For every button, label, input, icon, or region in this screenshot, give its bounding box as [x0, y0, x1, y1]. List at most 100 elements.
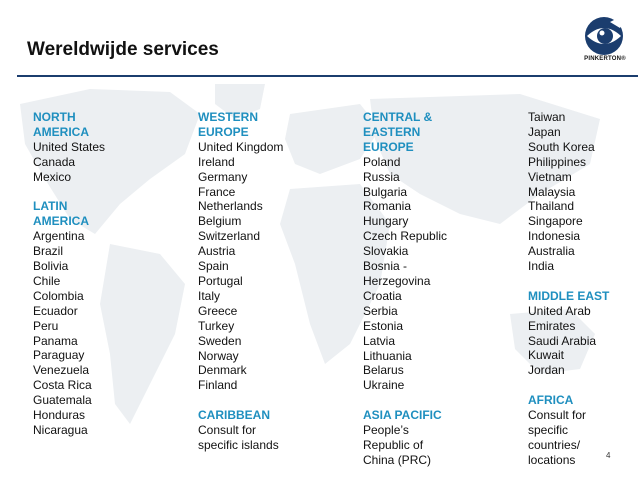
region-heading: AMERICA — [33, 124, 89, 139]
region-heading: ASIA PACIFIC — [363, 408, 442, 423]
country-item: Australia — [528, 244, 575, 259]
country-item: Vietnam — [528, 169, 572, 184]
country-item: Ireland — [198, 154, 235, 169]
country-item: Estonia — [363, 318, 404, 333]
country-item: Norway — [198, 348, 239, 363]
region-heading: AMERICA — [33, 214, 89, 229]
country-item: Poland — [363, 154, 401, 169]
country-item: Panama — [33, 333, 78, 348]
europe-shape — [285, 104, 380, 174]
country-item: Serbia — [363, 303, 398, 318]
country-item: Philippines — [528, 154, 587, 169]
country-item: Chile — [33, 273, 61, 288]
country-item: Indonesia — [528, 229, 581, 244]
region-heading: EUROPE — [363, 139, 414, 154]
country-item: People’s — [363, 423, 409, 438]
country-item: Ecuador — [33, 303, 78, 318]
logo-wordmark: PINKERTON® — [584, 56, 626, 62]
country-item: Guatemala — [33, 393, 92, 408]
column-asia-middle-east-africa: Taiwan Japan South Korea Philippines Vietnam… — [528, 110, 638, 468]
country-item: Austria — [198, 244, 236, 259]
spacer — [198, 393, 358, 408]
country-item: Venezuela — [33, 363, 90, 378]
column-western-europe: WESTERN EUROPE United Kingdom Ireland German… — [198, 110, 358, 453]
spacer — [33, 185, 193, 200]
country-item: Consult for — [198, 423, 257, 438]
country-item: Finland — [198, 378, 238, 393]
region-heading: MIDDLE EAST — [528, 288, 610, 303]
country-item: Kuwait — [528, 348, 565, 363]
country-item: Argentina — [33, 229, 85, 244]
country-item: Taiwan — [528, 110, 566, 124]
country-item: Germany — [198, 169, 248, 184]
asia-shape — [370, 94, 600, 224]
region-heading: CARIBBEAN — [198, 408, 270, 423]
country-item: Italy — [198, 288, 221, 303]
country-item: Thailand — [528, 199, 575, 214]
region-heading: EASTERN — [363, 124, 421, 139]
country-item: Emirates — [528, 318, 576, 333]
country-item: locations — [528, 452, 576, 467]
country-item: Hungary — [363, 214, 409, 229]
country-item: Czech Republic — [363, 229, 448, 244]
region-heading: EUROPE — [198, 124, 249, 139]
country-item: China (PRC) — [363, 452, 432, 467]
country-item: Slovakia — [363, 244, 409, 259]
country-item: Bosnia - — [363, 259, 408, 274]
country-item: Switzerland — [198, 229, 261, 244]
country-item: Mexico — [33, 169, 72, 184]
country-item: Netherlands — [198, 199, 263, 214]
pinkerton-eye-logo — [585, 14, 626, 55]
country-item: Greece — [198, 303, 238, 318]
country-item: Denmark — [198, 363, 247, 378]
column-eastern-europe-asia: CENTRAL & EASTERN EUROPE Poland Russia Bulgar… — [363, 110, 523, 468]
country-item: Romania — [363, 199, 412, 214]
country-item: Turkey — [198, 318, 235, 333]
africa-shape — [280, 184, 390, 364]
spacer — [363, 393, 523, 408]
world-map-background — [20, 84, 600, 424]
country-item: specific — [528, 423, 569, 437]
country-item: Japan — [528, 124, 561, 139]
country-item: South Korea — [528, 139, 595, 154]
page-title: Wereldwijde services — [27, 39, 219, 60]
region-heading: CENTRAL & — [363, 110, 433, 124]
country-item: Herzegovina — [363, 273, 431, 288]
spacer — [528, 274, 638, 289]
spacer — [528, 378, 638, 393]
south-america-shape — [100, 244, 185, 424]
country-item: United Kingdom — [198, 139, 284, 154]
australia-shape — [510, 309, 595, 374]
country-item: Colombia — [33, 288, 84, 303]
country-item: Russia — [363, 169, 400, 184]
country-item: Saudi Arabia — [528, 333, 597, 348]
region-heading: WESTERN — [198, 110, 258, 124]
country-item: Croatia — [363, 288, 402, 303]
country-item: Paraguay — [33, 348, 85, 363]
country-item: India — [528, 259, 555, 274]
north-america-shape — [20, 89, 200, 234]
country-item: Singapore — [528, 214, 583, 229]
country-item: Malaysia — [528, 184, 576, 199]
country-item: Jordan — [528, 363, 565, 378]
country-item: specific islands — [198, 437, 279, 452]
country-item: Ukraine — [363, 378, 405, 393]
region-heading: AFRICA — [528, 393, 574, 408]
region-heading: LATIN — [33, 199, 68, 214]
country-item: Brazil — [33, 244, 64, 259]
country-item: Latvia — [363, 333, 396, 348]
country-item: Sweden — [198, 333, 242, 348]
country-item: Consult for — [528, 408, 587, 423]
greenland-shape — [215, 84, 265, 119]
country-item: Spain — [198, 259, 229, 274]
country-item: Portugal — [198, 273, 243, 288]
page-number: 4 — [606, 451, 611, 460]
country-item: Honduras — [33, 408, 86, 423]
country-item: Republic of — [363, 437, 424, 452]
country-item: United States — [33, 139, 106, 154]
region-heading: NORTH — [33, 110, 76, 124]
country-item: France — [198, 184, 236, 199]
title-divider — [17, 75, 638, 77]
country-item: Lithuania — [363, 348, 412, 363]
country-item: Bulgaria — [363, 184, 408, 199]
